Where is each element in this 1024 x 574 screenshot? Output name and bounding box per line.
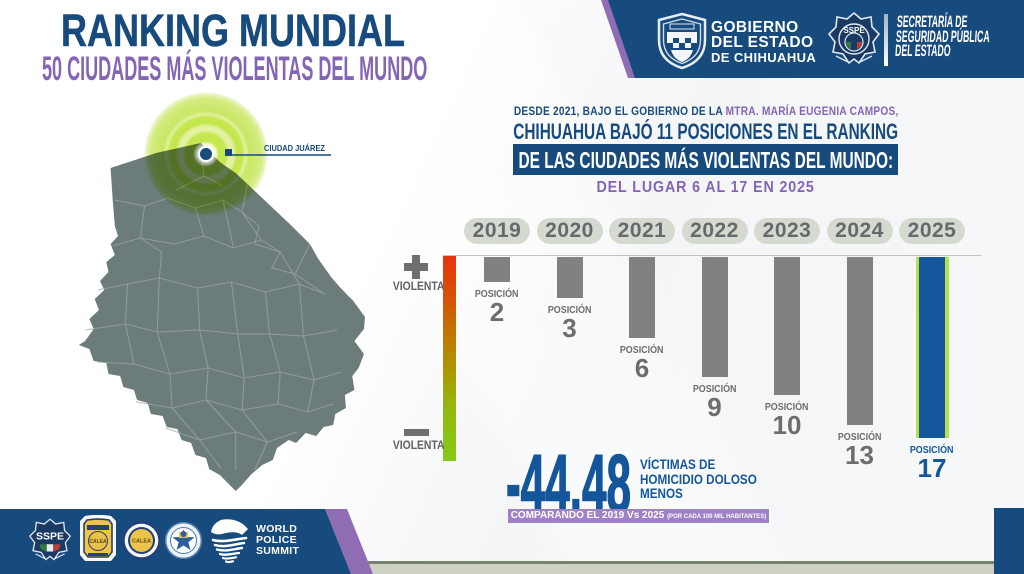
svg-text:CALEA: CALEA <box>89 539 107 545</box>
svg-text:SSPE: SSPE <box>36 530 64 542</box>
svg-text:CIUDAD JUÁREZ: CIUDAD JUÁREZ <box>264 143 325 153</box>
svg-text:SSPE: SSPE <box>843 26 865 35</box>
svg-text:CALEA: CALEA <box>132 539 151 545</box>
